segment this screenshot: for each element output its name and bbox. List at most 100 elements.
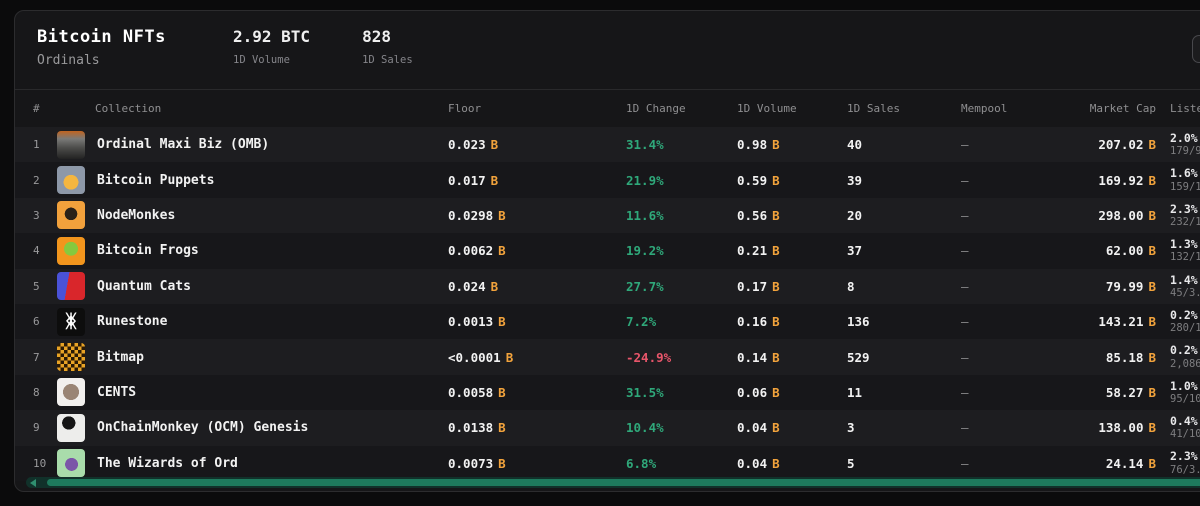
table-row[interactable]: 10 The Wizards of Ord 0.0073 B 6.8% 0.04 B…	[15, 445, 1200, 481]
sales-cell: 39	[847, 172, 863, 188]
wizards-of-ord-avatar	[57, 449, 85, 478]
listed-percent: 1.6%	[1170, 166, 1198, 181]
column-header-collection[interactable]: Collection	[95, 102, 162, 115]
sales-cell: 40	[847, 137, 863, 153]
collection-name: Bitmap	[97, 349, 144, 365]
table-row[interactable]: 4 Bitcoin Frogs 0.0062 B 19.2% 0.21 B 37 –…	[15, 233, 1200, 269]
btc-symbol: B	[772, 349, 780, 365]
listed-cell: 2.3% 76/3.3K	[1156, 449, 1200, 477]
page-subtitle: Ordinals	[37, 53, 100, 68]
table-row[interactable]: 8 CENTS 0.0058 B 31.5% 0.06 B 11 – 58.27 B …	[15, 374, 1200, 411]
horizontal-scrollbar[interactable]	[26, 477, 1200, 488]
rank-cell: 4	[33, 244, 40, 258]
btc-symbol: B	[772, 207, 780, 223]
btc-symbol: B	[498, 207, 506, 223]
floor-cell: 0.024 B	[448, 278, 499, 294]
market-cap-cell: 169.92 B	[1098, 172, 1156, 188]
collection-cell: Bitmap	[57, 343, 448, 372]
page-title: Bitcoin NFTs	[37, 27, 166, 47]
table-row[interactable]: 3 NodeMonkes 0.0298 B 11.6% 0.56 B 20 – 29…	[15, 197, 1200, 234]
listed-count: 232/10K	[1170, 216, 1200, 229]
table-row[interactable]: 9 OnChainMonkey (OCM) Genesis 0.0138 B 10…	[15, 410, 1200, 446]
listed-percent: 2.3%	[1170, 201, 1198, 216]
scroll-left-arrow-icon[interactable]	[30, 478, 36, 487]
volume-cell: 0.04 B	[737, 420, 780, 436]
column-header-sales[interactable]: 1D Sales	[847, 102, 900, 115]
collections-table: # Collection Floor 1D Change 1D Volume 1…	[15, 90, 1200, 481]
bitmap-avatar	[57, 343, 85, 372]
stat-1d-sales-value: 828	[362, 27, 391, 46]
collection-name: OnChainMonkey (OCM) Genesis	[97, 420, 309, 436]
collection-name: Bitcoin Puppets	[97, 172, 215, 188]
quantum-cats-avatar	[57, 272, 85, 301]
listed-percent: 0.4%	[1170, 414, 1198, 429]
floor-cell: 0.0013 B	[448, 314, 506, 330]
btc-symbol: B	[772, 314, 780, 330]
volume-cell: 0.59 B	[737, 172, 780, 188]
header-divider	[15, 89, 1200, 90]
stat-1d-volume: 2.92 BTC 1D Volume	[233, 27, 310, 66]
collection-cell: Bitcoin Puppets	[57, 166, 448, 195]
listed-count: 132/10K	[1170, 251, 1200, 264]
market-cap-cell: 85.18 B	[1105, 349, 1156, 365]
table-row[interactable]: 1 Ordinal Maxi Biz (OMB) 0.023 B 31.4% 0.…	[15, 127, 1200, 163]
market-cap-cell: 138.00 B	[1098, 420, 1156, 436]
sales-cell: 529	[847, 349, 870, 365]
column-header-change[interactable]: 1D Change	[626, 102, 686, 115]
mempool-cell: –	[961, 314, 969, 330]
btc-symbol: B	[1148, 207, 1156, 223]
btc-symbol: B	[1148, 384, 1156, 400]
btc-symbol: B	[1148, 137, 1156, 153]
market-cap-cell: 298.00 B	[1098, 207, 1156, 223]
mempool-cell: –	[961, 137, 969, 153]
table-row[interactable]: 5 Quantum Cats 0.024 B 27.7% 0.17 B 8 – 79…	[15, 268, 1200, 304]
stat-1d-sales: 828 1D Sales	[362, 27, 413, 66]
bitcoin-puppets-avatar	[57, 166, 85, 195]
mempool-cell: –	[961, 278, 969, 294]
listed-percent: 1.3%	[1170, 237, 1198, 252]
btc-symbol: B	[772, 278, 780, 294]
btc-symbol: B	[498, 420, 506, 436]
btc-symbol: B	[772, 172, 780, 188]
table-row[interactable]: 6 ᛤ Runestone 0.0013 B 7.2% 0.16 B 136 – 1…	[15, 303, 1200, 340]
btc-symbol: B	[498, 314, 506, 330]
mempool-cell: –	[961, 243, 969, 259]
column-header-mempool[interactable]: Mempool	[961, 102, 1008, 115]
listed-cell: 0.2% 280/112.4	[1156, 308, 1200, 336]
stat-1d-volume-label: 1D Volume	[233, 54, 290, 66]
change-cell: 19.2%	[626, 243, 664, 259]
table-row[interactable]: 2 Bitcoin Puppets 0.017 B 21.9% 0.59 B 39 …	[15, 162, 1200, 198]
market-cap-cell: 79.99 B	[1105, 278, 1156, 294]
table-row[interactable]: 7 Bitmap <0.0001 B -24.9% 0.14 B 529 – 85.…	[15, 339, 1200, 375]
listed-count: 76/3.3K	[1170, 463, 1200, 476]
floor-cell: 0.0058 B	[448, 384, 506, 400]
btc-symbol: B	[490, 137, 499, 153]
listed-percent: 2.0%	[1170, 130, 1198, 145]
scrollbar-thumb[interactable]	[47, 479, 1200, 486]
sales-cell: 136	[847, 314, 870, 330]
listed-count: 280/112.4	[1170, 322, 1200, 335]
btc-symbol: B	[505, 349, 514, 365]
volume-cell: 0.06 B	[737, 384, 780, 400]
stat-1d-sales-label: 1D Sales	[362, 54, 413, 66]
sales-cell: 3	[847, 420, 855, 436]
listed-cell: 1.6% 159/10K	[1156, 166, 1200, 194]
market-cap-cell: 62.00 B	[1105, 243, 1156, 259]
btc-symbol: B	[490, 172, 499, 188]
collection-name: Runestone	[97, 314, 168, 330]
column-header-listed[interactable]: Listed	[1170, 101, 1200, 115]
btc-symbol: B	[1148, 420, 1156, 436]
mempool-cell: –	[961, 455, 969, 471]
btc-symbol: B	[1148, 243, 1156, 259]
column-header-volume[interactable]: 1D Volume	[737, 102, 797, 115]
sales-cell: 20	[847, 207, 863, 223]
rank-cell: 1	[33, 138, 40, 152]
change-cell: -24.9%	[626, 349, 672, 365]
column-header-floor[interactable]: Floor	[448, 102, 482, 115]
header-action-button[interactable]	[1192, 35, 1200, 63]
collection-cell: Bitcoin Frogs	[57, 236, 448, 265]
column-header-rank[interactable]: #	[33, 102, 40, 115]
mempool-cell: –	[961, 172, 969, 188]
floor-cell: 0.0298 B	[448, 207, 506, 223]
column-header-market-cap[interactable]: Market Cap	[1089, 102, 1156, 115]
